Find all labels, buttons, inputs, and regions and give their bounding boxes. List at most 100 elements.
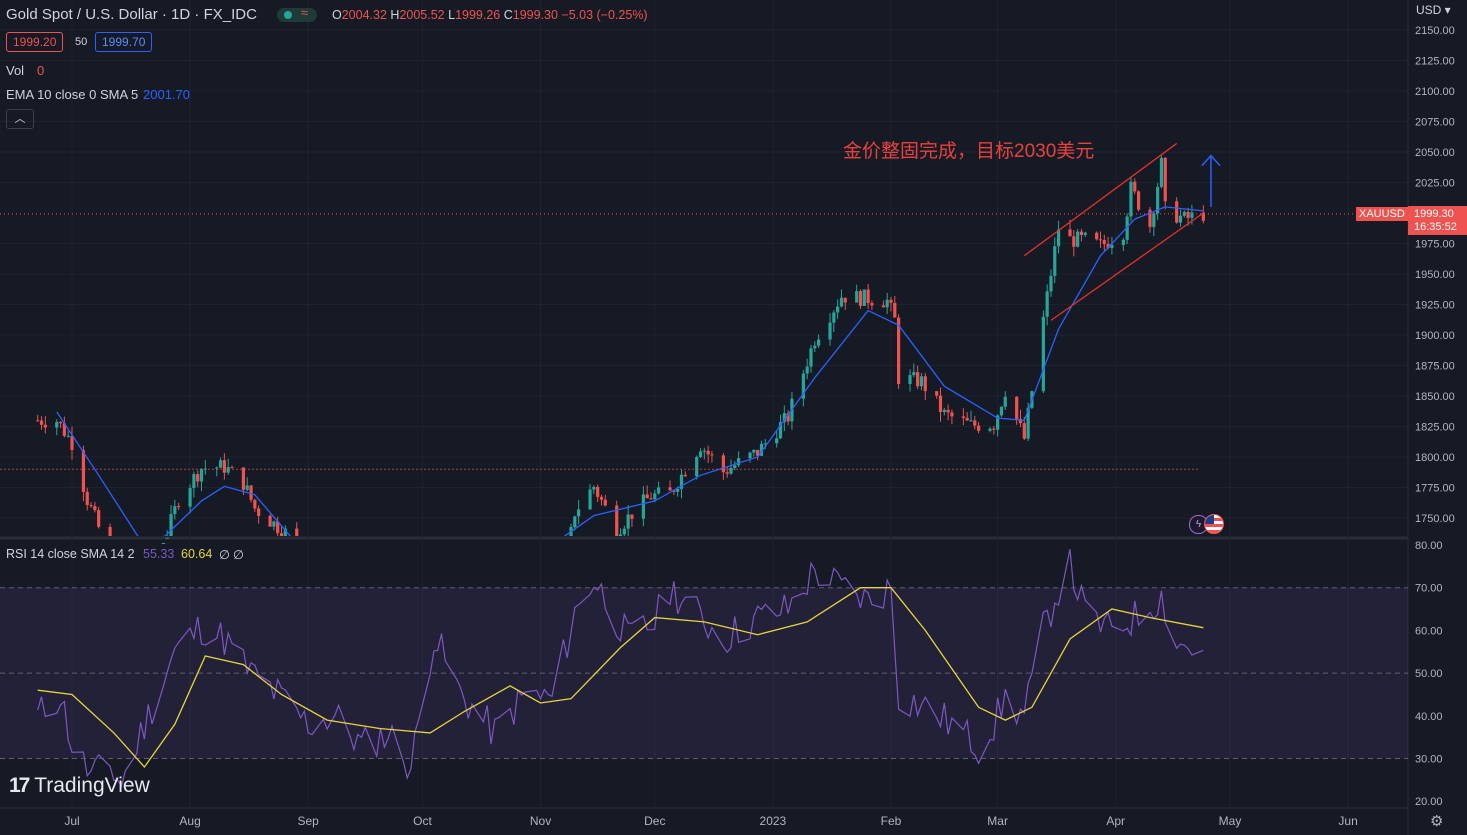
candle-body xyxy=(592,486,596,490)
rsi-tick-label: 30.00 xyxy=(1415,754,1443,766)
candle-body xyxy=(599,496,604,500)
target-annotation[interactable]: 金价整固完成，目标2030美元 xyxy=(843,141,1095,162)
candle-body xyxy=(782,413,786,423)
time-tick-label: Oct xyxy=(413,814,432,828)
candle-body xyxy=(683,474,687,477)
candle-body xyxy=(1053,246,1057,276)
time-tick-label: May xyxy=(1219,814,1242,828)
candle-body xyxy=(89,505,93,507)
candle-body xyxy=(268,515,272,527)
candle-body xyxy=(1083,232,1087,235)
candle-body xyxy=(1018,419,1023,424)
bid-price-box[interactable]: 1999.20 xyxy=(6,32,64,52)
candle-body xyxy=(862,289,866,306)
candle-body xyxy=(839,297,844,307)
candle-body xyxy=(999,406,1004,416)
time-tick-label: Mar xyxy=(987,814,1008,828)
candle-body xyxy=(1129,181,1133,217)
candle-body xyxy=(649,498,653,500)
candle-body xyxy=(615,505,619,536)
candle-body xyxy=(976,425,981,431)
candle-body xyxy=(702,450,706,452)
candle-body xyxy=(672,490,676,492)
price-tick-label: 1925.00 xyxy=(1415,300,1455,312)
candle-body xyxy=(230,467,234,469)
us-flag-event-icon[interactable] xyxy=(1204,514,1224,534)
candle-body xyxy=(169,514,173,536)
candle-body xyxy=(759,443,764,456)
candle-body xyxy=(1110,244,1114,248)
candle-body xyxy=(81,450,86,492)
candle-body xyxy=(668,487,672,491)
candle-body xyxy=(885,299,889,308)
ema-label[interactable]: EMA 10 close 0 SMA 5 xyxy=(6,87,139,102)
ema-value: 2001.70 xyxy=(143,87,190,102)
candle-body xyxy=(912,372,916,376)
candle-body xyxy=(946,409,950,413)
candle-body xyxy=(698,451,703,457)
market-status-badge[interactable]: ≈ xyxy=(277,5,317,22)
candle-body xyxy=(603,499,607,506)
candle-body xyxy=(1148,209,1152,227)
ohlc-key-h: H xyxy=(390,8,400,22)
candle-body xyxy=(813,345,817,349)
rsi-label[interactable]: RSI 14 close SMA 14 2 xyxy=(6,547,135,561)
candle-body xyxy=(916,372,920,387)
candle-body xyxy=(283,528,287,536)
candle-body xyxy=(969,420,973,422)
candle-body xyxy=(626,514,630,529)
candle-body xyxy=(1068,229,1072,237)
candle-body xyxy=(36,420,40,422)
candle-body xyxy=(58,421,63,424)
candle-body xyxy=(215,467,219,469)
candle-body xyxy=(992,428,996,430)
candle-body xyxy=(1056,229,1061,247)
collapse-indicators-button[interactable]: ︿ xyxy=(6,109,34,129)
candle-body xyxy=(938,395,943,412)
candle-body xyxy=(108,526,112,536)
candle-body xyxy=(752,449,756,453)
tv-logo-icon: 17 xyxy=(9,774,30,797)
ohlc-key-c: C xyxy=(503,8,513,22)
symbol-title[interactable]: Gold Spot / U.S. Dollar · 1D · FX_IDC xyxy=(6,6,257,23)
candle-body xyxy=(1003,396,1007,407)
candle-body xyxy=(935,391,939,396)
time-tick-label: Jul xyxy=(64,814,79,828)
candle-body xyxy=(97,510,101,527)
ask-price-box[interactable]: 1999.70 xyxy=(95,32,153,52)
candle-body xyxy=(1152,213,1156,227)
candle-body xyxy=(1190,212,1194,218)
settings-gear-icon[interactable]: ⚙ xyxy=(1430,813,1444,830)
candle-body xyxy=(721,455,725,473)
candle-body xyxy=(679,474,684,489)
candle-body xyxy=(295,528,299,536)
candle-body xyxy=(39,420,44,425)
volume-label[interactable]: Vol xyxy=(6,63,25,78)
candle-body xyxy=(622,528,626,535)
candle-body xyxy=(177,506,181,508)
candle-body xyxy=(923,376,927,392)
candle-body xyxy=(1102,240,1106,244)
symbol-tag: XAUUSD xyxy=(1356,207,1408,221)
candle-body xyxy=(1098,239,1103,241)
rsi-tick-label: 50.00 xyxy=(1415,668,1443,680)
tradingview-logo[interactable]: 17 TradingView xyxy=(9,774,150,798)
candle-body xyxy=(1178,215,1183,223)
target-arrow-head xyxy=(1201,154,1221,167)
price-tick-label: 1750.00 xyxy=(1415,513,1455,525)
ohlc-value-h: 2005.52 xyxy=(399,8,449,22)
price-tick-label: 1975.00 xyxy=(1415,239,1455,251)
candle-body xyxy=(1186,211,1190,218)
candle-body xyxy=(192,474,196,489)
time-tick-label: Dec xyxy=(644,814,665,828)
candle-body xyxy=(55,421,59,428)
ohlc-value-o: 2004.32 xyxy=(341,8,391,22)
time-tick-label: Jun xyxy=(1338,814,1357,828)
candle-body xyxy=(573,516,577,528)
candle-body xyxy=(942,409,946,412)
currency-selector[interactable]: USD ▾ xyxy=(1416,3,1451,17)
candle-body xyxy=(173,506,177,515)
channel-upper-line xyxy=(1023,142,1178,257)
candle-body xyxy=(843,297,847,303)
